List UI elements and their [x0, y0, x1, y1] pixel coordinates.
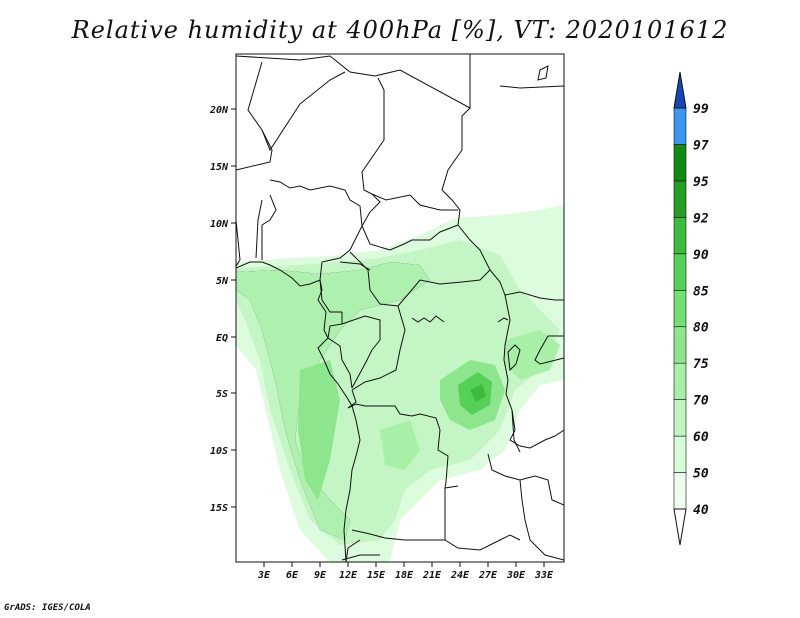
colorbar-level-label: 40	[693, 503, 709, 518]
colorbar-segment	[673, 253, 687, 291]
lon-label: 15E	[367, 570, 386, 581]
colorbar-segment	[673, 144, 687, 182]
lat-axis: 20N 15N 10N 5N EQ 5S 10S 15S	[209, 105, 236, 514]
colorbar-bottom-arrow	[673, 508, 687, 546]
colorbar-level-label: 95	[693, 175, 709, 190]
colorbar-level-label: 60	[693, 430, 709, 445]
colorbar-segment	[673, 107, 687, 145]
colorbar-level-label: 80	[693, 321, 709, 336]
lat-label: 5S	[216, 389, 228, 400]
lon-label: 27E	[478, 570, 498, 581]
lat-label: 10S	[210, 446, 228, 457]
colorbar-segment	[673, 326, 687, 364]
colorbar-segment	[673, 435, 687, 473]
colorbar-segment	[673, 217, 687, 255]
colorbar-level-label: 75	[693, 357, 709, 372]
lon-label: 3E	[257, 570, 271, 581]
colorbar-level-label: 70	[693, 394, 709, 409]
lat-label: 20N	[209, 105, 229, 116]
colorbar-level-label: 97	[693, 138, 709, 153]
colorbar-segment	[673, 180, 687, 218]
map-frame	[235, 53, 565, 563]
grads-credit: GrADS: IGES/COLA	[4, 603, 91, 613]
lat-label: 5N	[216, 276, 229, 287]
colorbar-labels: 40 50 60 70 75 80 85 90 92 95 97 99	[693, 102, 709, 518]
lat-label: EQ	[216, 333, 228, 344]
humidity-field	[236, 205, 564, 562]
lon-axis: 3E 6E 9E 12E 15E 18E 21E 24E 27E 30E 33E	[257, 562, 554, 581]
lon-label: 12E	[339, 570, 358, 581]
lon-label: 21E	[422, 570, 442, 581]
lat-label: 15S	[210, 503, 228, 514]
map-title: Relative humidity at 400hPa [%], VT: 202…	[71, 16, 729, 44]
colorbar-segment	[673, 472, 687, 510]
coastline	[236, 65, 549, 562]
lat-label: 10N	[210, 219, 229, 230]
lat-label: 15N	[210, 162, 229, 173]
colorbar-level-label: 85	[693, 284, 709, 299]
colorbar: 40 50 60 70 75 80 85 90 92 95 97 99	[673, 71, 709, 546]
colorbar-segment	[673, 399, 687, 437]
colorbar-segment	[673, 362, 687, 400]
colorbar-level-label: 99	[693, 102, 709, 117]
colorbar-level-label: 50	[693, 467, 709, 482]
colorbar-top-arrow	[673, 71, 687, 109]
lon-label: 33E	[534, 570, 554, 581]
colorbar-segments	[673, 107, 687, 510]
boundaries	[236, 54, 564, 562]
lon-label: 30E	[506, 570, 526, 581]
colorbar-level-label: 90	[693, 248, 709, 263]
lon-label: 6E	[286, 570, 299, 581]
colorbar-segment	[673, 289, 687, 328]
colorbar-level-label: 92	[693, 211, 709, 226]
lon-label: 18E	[395, 570, 414, 581]
lon-label: 9E	[314, 570, 327, 581]
lon-label: 24E	[450, 570, 470, 581]
